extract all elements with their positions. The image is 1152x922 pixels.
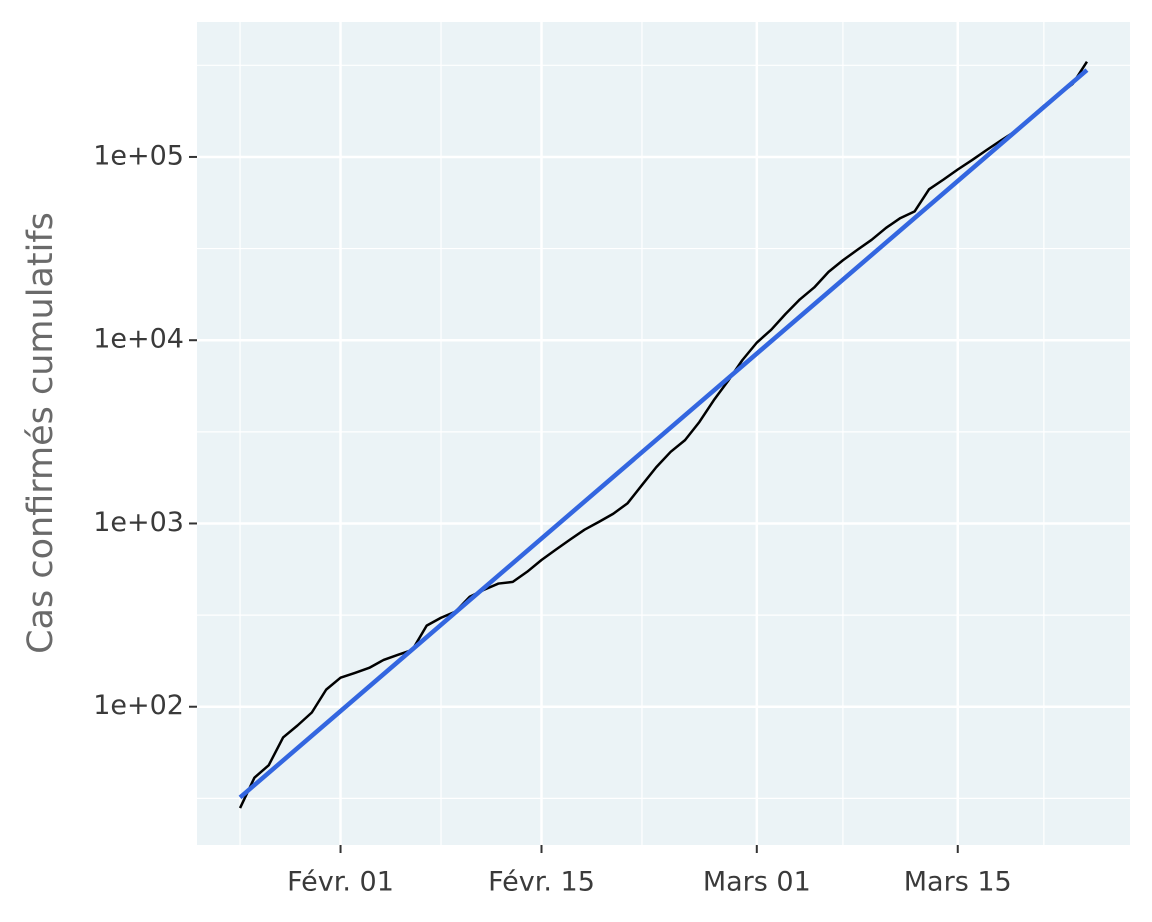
x-tick-label: Mars 15 xyxy=(904,867,1012,898)
x-tick-label: Mars 01 xyxy=(703,867,811,898)
x-tick-label: Févr. 01 xyxy=(287,867,394,898)
y-tick-label: 1e+04 xyxy=(93,324,184,355)
x-tick-label: Févr. 15 xyxy=(488,867,595,898)
y-tick-label: 1e+02 xyxy=(93,690,184,721)
y-axis-title: Cas confirmés cumulatifs xyxy=(21,212,61,654)
y-tick-label: 1e+03 xyxy=(93,507,184,538)
data-line xyxy=(238,61,1088,809)
data-line xyxy=(238,68,1089,800)
y-tick-label: 1e+05 xyxy=(93,140,184,171)
